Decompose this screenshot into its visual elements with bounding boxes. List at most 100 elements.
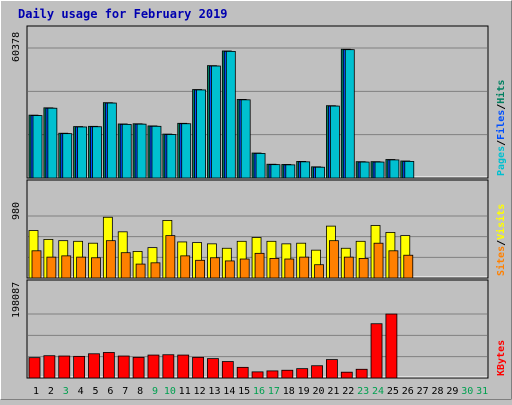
bar-pages-day-14 (225, 50, 236, 179)
bar-pages-day-7 (121, 123, 132, 179)
bar-kbytes-day-23 (355, 368, 368, 379)
y-max-label-visits-sites: 980 (11, 202, 22, 220)
bar-sites-day-8 (135, 263, 146, 279)
x-tick-label-day-5: 5 (92, 386, 98, 397)
x-tick-label-day-15: 15 (238, 386, 250, 397)
x-tick-label-day-31: 31 (476, 386, 488, 397)
axis-title-kbytes: KBytes (496, 340, 507, 376)
bar-sites-day-26 (403, 254, 414, 279)
axis-title-separator: / (496, 104, 507, 110)
bar-kbytes-day-18 (281, 369, 294, 379)
bar-sites-day-20 (314, 264, 324, 279)
bar-sites-day-25 (388, 250, 399, 279)
bar-pages-day-5 (92, 126, 102, 179)
bar-pages-day-1 (32, 115, 43, 179)
x-tick-label-day-29: 29 (446, 386, 458, 397)
x-tick-label-day-22: 22 (342, 386, 354, 397)
bar-pages-day-15 (240, 99, 251, 179)
x-tick-label-day-20: 20 (313, 386, 325, 397)
bar-kbytes-day-1 (28, 357, 41, 379)
bar-pages-day-4 (77, 126, 88, 179)
x-tick-label-day-3: 3 (63, 386, 69, 397)
x-tick-label-day-26: 26 (402, 386, 414, 397)
bar-kbytes-day-4 (73, 355, 86, 379)
axis-title-part-kbytes: KBytes (496, 340, 507, 376)
bar-kbytes-day-3 (58, 355, 71, 379)
x-tick-label-day-19: 19 (298, 386, 310, 397)
bar-kbytes-day-12 (192, 356, 204, 379)
bar-kbytes-day-17 (266, 370, 279, 379)
x-tick-label-day-30: 30 (461, 386, 473, 397)
bar-sites-day-5 (91, 257, 101, 279)
bar-pages-day-25 (389, 159, 400, 179)
bar-sites-day-4 (76, 256, 87, 279)
bar-sites-day-7 (120, 252, 131, 279)
axis-title-separator: / (496, 240, 507, 246)
bar-kbytes-day-22 (340, 371, 353, 379)
bar-kbytes-day-10 (162, 354, 175, 379)
axis-title-pages-files-hits: Pages/Files/Hits (495, 80, 507, 176)
bar-kbytes-day-21 (326, 359, 338, 379)
axis-title-part-hits: Hits (495, 80, 507, 104)
bar-sites-day-24 (373, 242, 384, 279)
x-tick-label-day-18: 18 (283, 386, 295, 397)
bar-pages-day-24 (374, 161, 385, 179)
bar-sites-day-19 (299, 256, 310, 279)
bar-kbytes-day-5 (88, 353, 100, 379)
axis-title-part-visits: Visits (495, 204, 507, 240)
axis-title-part-pages: Pages (496, 146, 507, 176)
bar-pages-day-18 (285, 164, 296, 179)
bar-kbytes-day-20 (311, 365, 323, 379)
axis-title-visits-sites: Sites/Visits (495, 204, 507, 276)
bar-kbytes-day-25 (385, 313, 398, 379)
bar-pages-day-21 (330, 105, 340, 179)
bar-kbytes-day-13 (207, 358, 219, 379)
bar-sites-day-2 (46, 256, 57, 279)
bar-sites-day-3 (61, 255, 72, 279)
bar-pages-day-26 (404, 161, 415, 179)
bar-sites-day-12 (195, 259, 205, 279)
x-tick-label-day-10: 10 (164, 386, 176, 397)
chart-title: Daily usage for February 2019 (18, 7, 228, 21)
bar-pages-day-13 (211, 65, 221, 179)
x-tick-label-day-23: 23 (357, 386, 369, 397)
bar-kbytes-day-24 (370, 323, 383, 379)
x-tick-label-day-7: 7 (122, 386, 128, 397)
bar-sites-day-9 (150, 262, 161, 279)
bar-sites-day-6 (105, 240, 116, 279)
x-tick-label-day-28: 28 (431, 386, 443, 397)
y-max-label-pages-files-hits: 60378 (11, 32, 22, 62)
x-tick-label-day-1: 1 (33, 386, 39, 397)
bar-pages-day-10 (166, 134, 177, 179)
x-tick-label-day-24: 24 (372, 386, 384, 397)
x-tick-label-day-17: 17 (268, 386, 280, 397)
bar-sites-day-11 (180, 255, 191, 279)
bar-pages-day-19 (300, 161, 311, 179)
x-tick-label-day-14: 14 (223, 386, 235, 397)
bar-pages-day-16 (255, 153, 266, 179)
x-tick-label-day-4: 4 (78, 386, 84, 397)
bar-pages-day-17 (270, 164, 281, 179)
x-tick-label-day-6: 6 (107, 386, 113, 397)
bar-pages-day-3 (62, 133, 73, 179)
bar-pages-day-20 (315, 166, 325, 179)
bar-pages-day-12 (196, 89, 206, 179)
bar-sites-day-22 (343, 256, 354, 279)
bar-sites-day-18 (284, 258, 295, 279)
bar-kbytes-day-19 (296, 368, 309, 379)
bar-sites-day-15 (239, 258, 250, 279)
x-tick-label-day-8: 8 (137, 386, 143, 397)
bar-sites-day-16 (254, 252, 265, 279)
bar-sites-day-14 (224, 260, 235, 279)
bar-pages-day-9 (151, 125, 162, 179)
bar-kbytes-day-7 (117, 355, 130, 379)
bar-pages-day-22 (344, 49, 355, 179)
bar-kbytes-day-8 (132, 356, 145, 379)
bar-kbytes-day-14 (221, 361, 234, 379)
x-tick-label-day-12: 12 (194, 386, 206, 397)
x-tick-label-day-21: 21 (327, 386, 339, 397)
x-tick-label-day-11: 11 (179, 386, 191, 397)
bar-kbytes-day-2 (43, 355, 56, 379)
